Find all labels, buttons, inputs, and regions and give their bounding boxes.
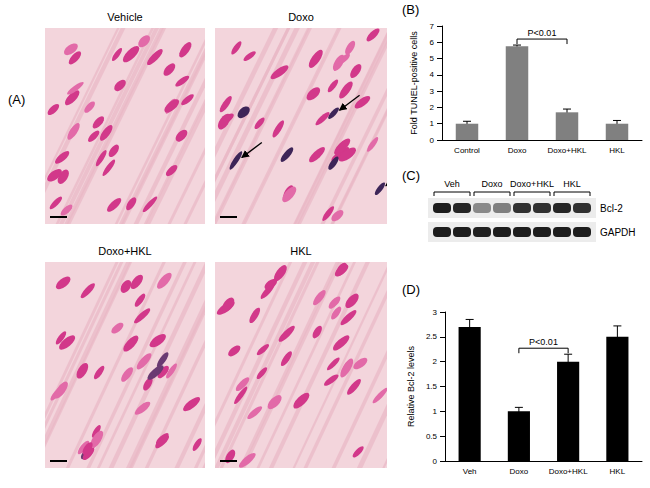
svg-text:0: 0 (433, 457, 438, 466)
svg-text:Doxo: Doxo (481, 179, 502, 189)
svg-text:P<0.01: P<0.01 (529, 337, 558, 347)
svg-text:6: 6 (430, 38, 435, 47)
svg-text:Fold TUNEL-positive cells: Fold TUNEL-positive cells (409, 31, 419, 135)
svg-text:Relative Bcl-2 levels: Relative Bcl-2 levels (406, 345, 416, 427)
svg-text:HKL: HKL (563, 179, 581, 189)
svg-text:2: 2 (433, 357, 438, 366)
svg-text:Control: Control (454, 146, 480, 155)
html-text:(A): (A) (8, 92, 26, 107)
svg-text:1: 1 (433, 407, 438, 416)
svg-text:0: 0 (430, 136, 435, 145)
svg-text:3: 3 (433, 308, 438, 317)
svg-text:Veh: Veh (444, 179, 460, 189)
svg-text:Vehicle: Vehicle (107, 11, 142, 23)
svg-text:4: 4 (430, 70, 435, 79)
svg-text:Doxo: Doxo (510, 467, 529, 476)
svg-text:2: 2 (430, 103, 435, 112)
svg-text:Doxo+HKL: Doxo+HKL (510, 179, 554, 189)
svg-text:HKL: HKL (610, 467, 626, 476)
html-text:(B): (B) (402, 2, 420, 17)
svg-text:0.5: 0.5 (426, 432, 438, 441)
svg-text:HKL: HKL (290, 245, 311, 257)
html-text:(D): (D) (402, 282, 420, 297)
svg-text:Doxo: Doxo (508, 146, 527, 155)
svg-text:GAPDH: GAPDH (600, 227, 636, 238)
svg-text:1: 1 (430, 119, 435, 128)
svg-text:P<0.01: P<0.01 (528, 28, 557, 38)
svg-text:Doxo+HKL: Doxo+HKL (98, 245, 152, 257)
svg-text:Veh: Veh (463, 467, 477, 476)
svg-text:3: 3 (430, 87, 435, 96)
svg-text:5: 5 (430, 54, 435, 63)
svg-text:1.5: 1.5 (426, 382, 438, 391)
svg-text:7: 7 (430, 22, 435, 31)
svg-text:Doxo: Doxo (288, 11, 314, 23)
svg-text:Doxo+HKL: Doxo+HKL (548, 146, 587, 155)
svg-text:Doxo+HKL: Doxo+HKL (549, 467, 588, 476)
svg-text:HKL: HKL (609, 146, 625, 155)
svg-text:Bcl-2: Bcl-2 (600, 203, 623, 214)
html-text:(C): (C) (402, 168, 420, 183)
svg-text:2.5: 2.5 (426, 332, 438, 341)
